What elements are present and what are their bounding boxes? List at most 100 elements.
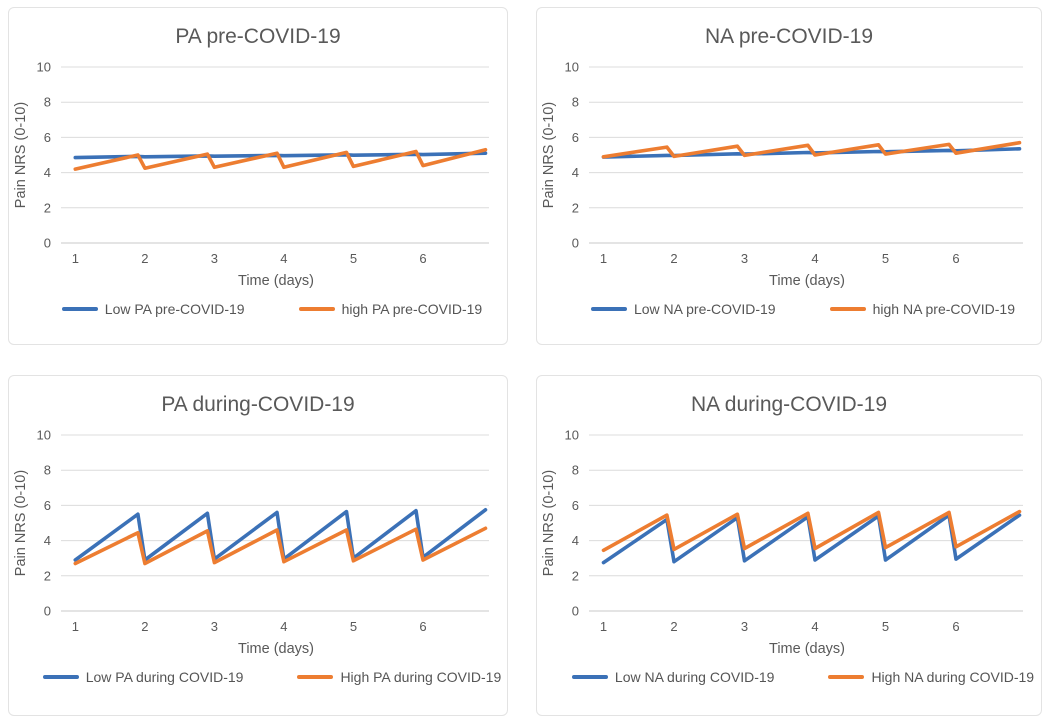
x-tick-label: 4	[811, 619, 818, 634]
x-tick-label: 4	[811, 251, 818, 266]
x-tick-label: 3	[211, 251, 218, 266]
y-tick-label: 2	[572, 568, 579, 583]
y-axis-title: Pain NRS (0-10)	[13, 470, 29, 576]
x-axis-title: Time (days)	[238, 273, 314, 289]
y-tick-label: 10	[37, 60, 51, 75]
x-tick-label: 1	[600, 251, 607, 266]
x-axis-title: Time (days)	[769, 273, 845, 289]
x-tick-label: 6	[952, 251, 959, 266]
x-tick-label: 4	[280, 251, 287, 266]
legend-label: high NA pre-COVID-19	[872, 301, 1015, 317]
y-tick-label: 4	[572, 165, 579, 180]
y-tick-label: 2	[572, 200, 579, 215]
legend-label: High PA during COVID-19	[340, 669, 502, 685]
legend-line-swatch-blue	[571, 675, 608, 679]
x-tick-label: 5	[882, 619, 889, 634]
y-tick-label: 0	[44, 236, 51, 251]
chart-title: NA during-COVID-19	[690, 393, 888, 416]
legend-line-swatch-orange	[829, 307, 866, 311]
y-tick-label: 0	[572, 236, 579, 251]
x-tick-label: 1	[72, 619, 79, 634]
y-tick-label: 6	[44, 130, 51, 145]
y-axis-title: Pain NRS (0-10)	[541, 102, 557, 208]
y-tick-label: 8	[44, 463, 51, 478]
x-tick-label: 5	[350, 251, 357, 266]
legend-item: Low PA pre-COVID-19	[61, 301, 245, 317]
legend: Low PA pre-COVID-19 high PA pre-COVID-19	[9, 301, 507, 317]
y-tick-label: 8	[572, 95, 579, 110]
y-tick-label: 0	[44, 604, 51, 619]
y-axis-title: Pain NRS (0-10)	[541, 470, 557, 576]
x-tick-label: 4	[280, 619, 287, 634]
legend-item: High PA during COVID-19	[297, 669, 501, 685]
y-tick-label: 10	[37, 428, 51, 443]
legend-label: High NA during COVID-19	[871, 669, 1035, 685]
x-tick-label: 1	[72, 251, 79, 266]
legend-label: high PA pre-COVID-19	[341, 301, 483, 317]
legend-line-swatch-blue	[590, 307, 627, 311]
legend-label: Low PA pre-COVID-19	[104, 301, 245, 317]
chart-title: PA pre-COVID-19	[175, 25, 341, 48]
y-tick-label: 0	[572, 604, 579, 619]
x-tick-label: 5	[350, 619, 357, 634]
y-tick-label: 8	[572, 463, 579, 478]
chart-title: PA during-COVID-19	[161, 393, 355, 416]
chart-panel-pa-pre-covid: PA pre-COVID-19 0 2 4 6 8 10 1 2 3 4 5 6 Pain NRS (0…	[8, 7, 508, 345]
series-line-orange	[73, 526, 488, 566]
legend-item: Low PA during COVID-19	[42, 669, 244, 685]
y-tick-label: 2	[44, 200, 51, 215]
x-tick-label: 1	[600, 619, 607, 634]
y-tick-label: 6	[572, 130, 579, 145]
legend-label: Low PA during COVID-19	[85, 669, 244, 685]
chart-panel-pa-during-covid: PA during-COVID-19 0 2 4 6 8 10 1 2 3 4 5 6 Pain NRS…	[8, 375, 508, 716]
x-tick-label: 6	[952, 619, 959, 634]
x-tick-label: 2	[670, 251, 677, 266]
legend: Low NA during COVID-19 High NA during COV…	[537, 669, 1041, 685]
legend-line-swatch-blue	[61, 307, 98, 311]
y-tick-label: 6	[44, 498, 51, 513]
x-tick-label: 6	[419, 251, 426, 266]
x-tick-label: 3	[741, 251, 748, 266]
y-tick-label: 4	[44, 165, 51, 180]
legend-label: Low NA during COVID-19	[614, 669, 775, 685]
y-tick-label: 10	[565, 60, 579, 75]
chart-title: NA pre-COVID-19	[704, 25, 874, 48]
legend-item: Low NA pre-COVID-19	[590, 301, 776, 317]
legend-line-swatch-blue	[42, 675, 79, 679]
y-axis-title: Pain NRS (0-10)	[13, 102, 29, 208]
legend-item: high NA pre-COVID-19	[829, 301, 1015, 317]
y-tick-label: 2	[44, 568, 51, 583]
series-line-orange	[73, 147, 488, 171]
x-axis-title: Time (days)	[769, 641, 845, 657]
y-tick-label: 4	[44, 533, 51, 548]
legend-item: High NA during COVID-19	[828, 669, 1034, 685]
legend-label: Low NA pre-COVID-19	[633, 301, 776, 317]
series-line-orange	[601, 509, 1022, 553]
chart-panel-na-pre-covid: NA pre-COVID-19 0 2 4 6 8 10 1 2 3 4 5 6 Pain NRS (0…	[536, 7, 1042, 345]
y-tick-label: 4	[572, 533, 579, 548]
legend-item: Low NA during COVID-19	[571, 669, 775, 685]
x-tick-label: 2	[141, 619, 148, 634]
y-tick-label: 10	[565, 428, 579, 443]
legend-line-swatch-orange	[297, 675, 334, 679]
x-tick-label: 6	[419, 619, 426, 634]
legend-item: high PA pre-COVID-19	[298, 301, 483, 317]
series-line-orange	[601, 140, 1022, 159]
chart-panel-na-during-covid: NA during-COVID-19 0 2 4 6 8 10 1 2 3 4 5 6 Pain NRS…	[536, 375, 1042, 716]
x-tick-label: 3	[741, 619, 748, 634]
y-tick-label: 6	[572, 498, 579, 513]
x-tick-label: 2	[670, 619, 677, 634]
legend: Low PA during COVID-19 High PA during COV…	[9, 669, 507, 685]
x-tick-label: 3	[211, 619, 218, 634]
x-axis-title: Time (days)	[238, 641, 314, 657]
y-tick-label: 8	[44, 95, 51, 110]
legend-line-swatch-orange	[298, 307, 335, 311]
legend: Low NA pre-COVID-19 high NA pre-COVID-19	[537, 301, 1041, 317]
x-tick-label: 5	[882, 251, 889, 266]
